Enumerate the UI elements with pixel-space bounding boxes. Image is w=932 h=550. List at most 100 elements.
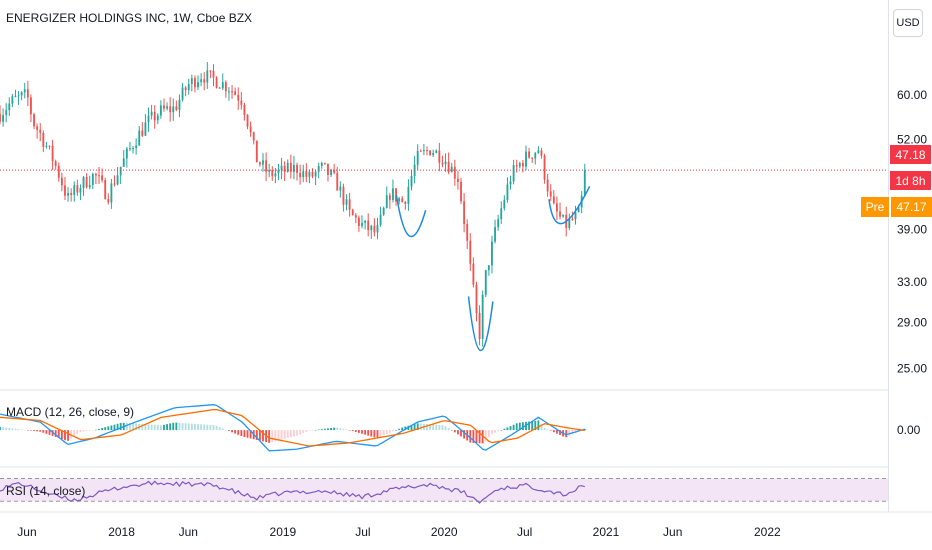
- candle-body: [88, 184, 91, 188]
- candle-body: [333, 170, 336, 173]
- candle-body: [262, 160, 264, 165]
- candle-body: [104, 180, 107, 199]
- candle-body: [401, 198, 404, 202]
- macd-histogram-bar: [447, 428, 450, 431]
- candle-body: [348, 199, 351, 210]
- macd-histogram-bar: [11, 428, 14, 431]
- candle-body: [203, 79, 206, 83]
- macd-histogram-bar: [39, 430, 42, 432]
- macd-histogram-bar: [314, 429, 317, 431]
- candle-body: [478, 313, 481, 340]
- candle-body: [552, 196, 555, 204]
- macd-histogram-bar: [506, 427, 509, 431]
- candle-body: [64, 185, 66, 196]
- candle-body: [277, 169, 280, 174]
- candle-body: [224, 82, 227, 92]
- candle-body: [274, 173, 277, 177]
- candle-body: [419, 150, 422, 152]
- macd-histogram-bar: [342, 428, 345, 431]
- macd-histogram-bar: [141, 423, 144, 431]
- candle-body: [416, 150, 419, 165]
- candle-body: [42, 132, 45, 147]
- macd-histogram-bar: [289, 430, 292, 438]
- candle-body: [521, 163, 524, 167]
- macd-histogram-bar: [23, 429, 26, 431]
- price-tick-label: 33.00: [897, 275, 927, 289]
- macd-histogram-bar: [91, 430, 94, 431]
- macd-histogram-bar: [528, 421, 531, 431]
- macd-histogram-bar: [42, 430, 45, 433]
- candle-body: [518, 163, 521, 167]
- candle-body: [252, 132, 255, 141]
- candle-body: [370, 225, 373, 231]
- price-tick-label: 39.00: [897, 223, 927, 237]
- candle-body: [26, 89, 29, 98]
- candle-body: [484, 270, 487, 295]
- candle-body: [314, 171, 317, 177]
- pattern-arc-1[interactable]: [395, 195, 427, 238]
- macd-histogram-bar: [487, 430, 490, 438]
- candle-body: [163, 105, 165, 109]
- macd-histogram-bar: [478, 430, 481, 444]
- candle-body: [169, 106, 172, 113]
- time-tick-label: 2021: [593, 525, 620, 539]
- macd-histogram-bar: [327, 428, 329, 431]
- candle-body: [144, 122, 147, 136]
- candle-body: [30, 97, 32, 115]
- macd-label[interactable]: MACD (12, 26, close, 9): [6, 405, 135, 419]
- macd-histogram-bar: [494, 430, 496, 433]
- macd-histogram-bar: [426, 423, 428, 431]
- macd-histogram-bar: [357, 430, 360, 433]
- candle-body: [574, 212, 577, 220]
- candle-body: [135, 145, 138, 148]
- candle-body: [23, 89, 26, 93]
- candle-body: [172, 106, 175, 113]
- candle-body: [447, 161, 450, 173]
- candle-body: [463, 201, 466, 225]
- macd-histogram-bar: [404, 426, 407, 431]
- macd-histogram-bar: [453, 430, 456, 433]
- macd-histogram-bar: [302, 430, 305, 434]
- candle-body: [444, 161, 447, 165]
- macd-histogram-bar: [64, 430, 66, 441]
- macd-histogram-bar: [57, 430, 60, 439]
- macd-histogram-bar: [166, 424, 169, 431]
- macd-histogram-bar: [258, 430, 261, 441]
- macd-histogram-bar: [293, 430, 295, 437]
- macd-histogram-bar: [67, 430, 69, 441]
- macd-histogram-bar: [491, 430, 493, 434]
- macd-histogram-bar: [345, 429, 348, 431]
- candle-body: [249, 126, 252, 133]
- macd-histogram-bar: [8, 428, 11, 431]
- candle-body: [327, 163, 329, 175]
- candle-body: [543, 155, 546, 180]
- candle-body: [351, 209, 354, 216]
- time-tick-label: 2018: [108, 525, 135, 539]
- candle-body: [382, 208, 385, 215]
- macd-histogram-bar: [159, 425, 162, 431]
- macd-histogram-bar: [26, 430, 29, 431]
- macd-histogram-bar: [101, 428, 104, 431]
- currency-button[interactable]: USD: [893, 9, 923, 37]
- macd-histogram-bar: [379, 430, 382, 437]
- candle-body: [181, 87, 184, 100]
- rsi-label[interactable]: RSI (14, close): [6, 484, 86, 498]
- macd-histogram-bar: [94, 429, 97, 431]
- pattern-arc-3[interactable]: [548, 185, 591, 225]
- candle-body: [129, 148, 131, 150]
- candle-body: [73, 185, 76, 196]
- candle-body: [265, 160, 268, 172]
- candle-body: [342, 186, 345, 205]
- macd-histogram-bar: [299, 430, 302, 435]
- macd-histogram-bar: [187, 423, 190, 431]
- macd-histogram-bar: [556, 430, 558, 434]
- candle-body: [94, 173, 97, 176]
- macd-histogram-bar: [540, 424, 543, 431]
- last-price-tag: 47.18: [890, 145, 931, 164]
- candle-body: [308, 171, 311, 177]
- pattern-arc-2[interactable]: [467, 296, 494, 352]
- candle-body: [2, 115, 5, 122]
- candle-body: [240, 100, 243, 105]
- candle-body: [206, 70, 209, 83]
